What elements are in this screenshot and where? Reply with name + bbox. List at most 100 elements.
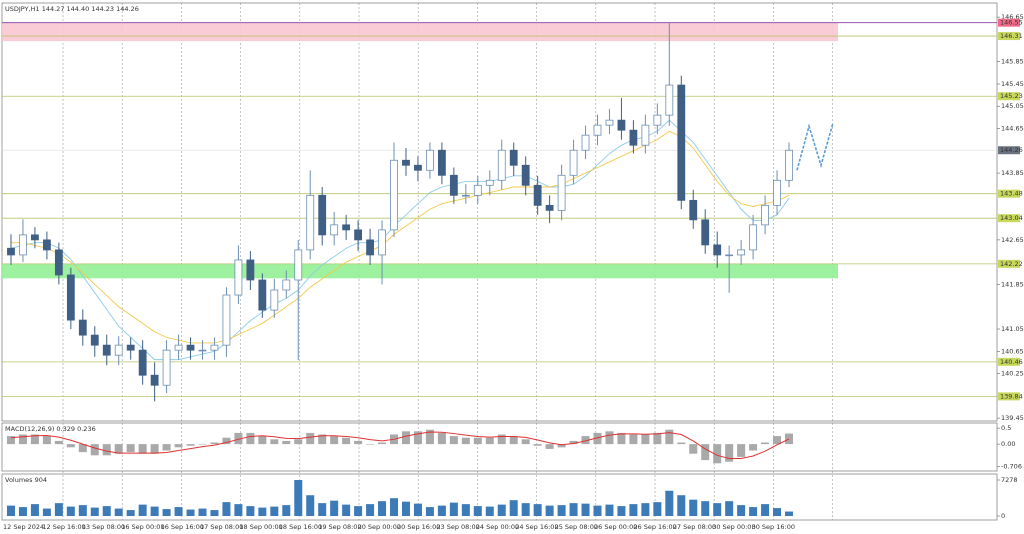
candle-body	[533, 184, 542, 206]
x-tick-label: 12 Sep 2024	[3, 523, 44, 531]
candle-body	[90, 334, 99, 346]
macd-bar	[66, 444, 75, 448]
volume-bar	[449, 502, 458, 516]
candle-body	[174, 344, 183, 351]
candle-body	[414, 164, 422, 171]
y-tick-label: 0.5	[1001, 424, 1011, 432]
candle-body	[54, 249, 63, 276]
volume-bar	[342, 504, 351, 516]
volume-bar	[30, 504, 39, 516]
panel-title: Volumes 904	[5, 476, 47, 484]
candle-body	[689, 199, 698, 221]
y-tick-label: 145.05	[1001, 102, 1024, 110]
candle-body	[114, 344, 123, 356]
volume-bar	[150, 506, 159, 516]
candle-body	[138, 349, 147, 376]
level-label: 143.48	[1000, 190, 1023, 198]
level-label-bg	[998, 357, 1020, 366]
candle-body	[366, 239, 374, 256]
panel-frame	[1, 422, 998, 472]
macd-bar	[761, 442, 770, 445]
volume-bar	[425, 507, 434, 516]
macd-bar	[258, 436, 267, 445]
macd-bar	[401, 431, 410, 445]
candle-body	[605, 119, 614, 126]
candle-body	[449, 174, 458, 196]
candle-body	[258, 279, 267, 311]
volume-bar	[737, 505, 746, 516]
macd-bar	[617, 432, 626, 445]
macd-bar	[605, 431, 614, 445]
volume-bar	[581, 503, 590, 516]
volume-bar	[569, 503, 578, 516]
macd-bar	[533, 444, 542, 446]
moving-average	[10, 130, 790, 344]
x-tick-label: 18 Sep 16:00	[279, 523, 322, 531]
candle-body	[402, 159, 410, 166]
candle-body	[737, 249, 746, 256]
volume-bar	[773, 508, 782, 516]
candle-body	[42, 239, 51, 251]
candle-body	[198, 349, 207, 352]
y-tick-label: 142.65	[1001, 236, 1024, 244]
candle-body	[234, 259, 243, 296]
candle-body	[785, 149, 793, 181]
macd-bar	[641, 434, 650, 445]
level-label: 145.23	[1000, 92, 1023, 100]
volume-bar	[318, 503, 327, 516]
volume-bar	[785, 511, 794, 516]
candle-body	[761, 204, 769, 226]
macd-bar	[665, 429, 674, 445]
macd-bar	[366, 444, 375, 445]
macd-bar	[785, 433, 794, 445]
macd-bar	[557, 444, 566, 448]
volume-bar	[186, 509, 195, 516]
candle-body	[545, 204, 554, 211]
candle-body	[581, 134, 590, 151]
candle-body	[270, 289, 279, 311]
candle-body	[437, 149, 446, 176]
macd-bar	[246, 432, 255, 445]
macd-bar	[294, 439, 303, 445]
macd-bar	[126, 444, 135, 453]
macd-bar	[174, 444, 183, 448]
x-tick-label: 20 Sep 16:00	[397, 523, 440, 531]
candle-body	[390, 159, 398, 231]
macd-bar	[497, 434, 506, 445]
level-label-bg	[998, 259, 1020, 268]
x-tick-label: 27 Sep 08:00	[673, 523, 716, 531]
volume-bar	[521, 503, 530, 516]
volume-bar	[473, 506, 482, 516]
level-label: 146.31	[1000, 32, 1023, 40]
candle-body	[210, 344, 219, 351]
macd-bar	[593, 432, 602, 445]
macd-bar	[545, 444, 554, 449]
candle-body	[342, 224, 351, 231]
volume-bar	[222, 502, 231, 516]
candle-body	[713, 244, 722, 256]
candle-body	[66, 274, 75, 321]
volume-bar	[18, 507, 27, 516]
volume-bar	[306, 495, 315, 516]
volume-bar	[545, 505, 554, 516]
volume-bar	[78, 505, 87, 516]
volume-bar	[641, 503, 650, 516]
candle-body	[7, 247, 15, 256]
macd-bar	[378, 442, 387, 445]
macd-bar	[425, 429, 434, 445]
candle-body	[749, 224, 758, 251]
x-tick-label: 25 Sep 08:00	[555, 523, 598, 531]
candle-body	[461, 194, 470, 197]
x-tick-label: 13 Sep 08:00	[82, 523, 125, 531]
level-label: 139.84	[1000, 392, 1023, 400]
y-tick-label: 139.45	[1001, 414, 1024, 422]
macd-bar	[413, 431, 422, 445]
volume-bar	[677, 495, 686, 516]
x-tick-label: 18 Sep 00:00	[239, 523, 282, 531]
volume-bar	[210, 510, 219, 516]
volume-bar	[138, 504, 147, 516]
x-tick-label: 16 Sep 16:00	[161, 523, 204, 531]
volume-bar	[665, 490, 674, 516]
volume-bar	[557, 505, 566, 516]
